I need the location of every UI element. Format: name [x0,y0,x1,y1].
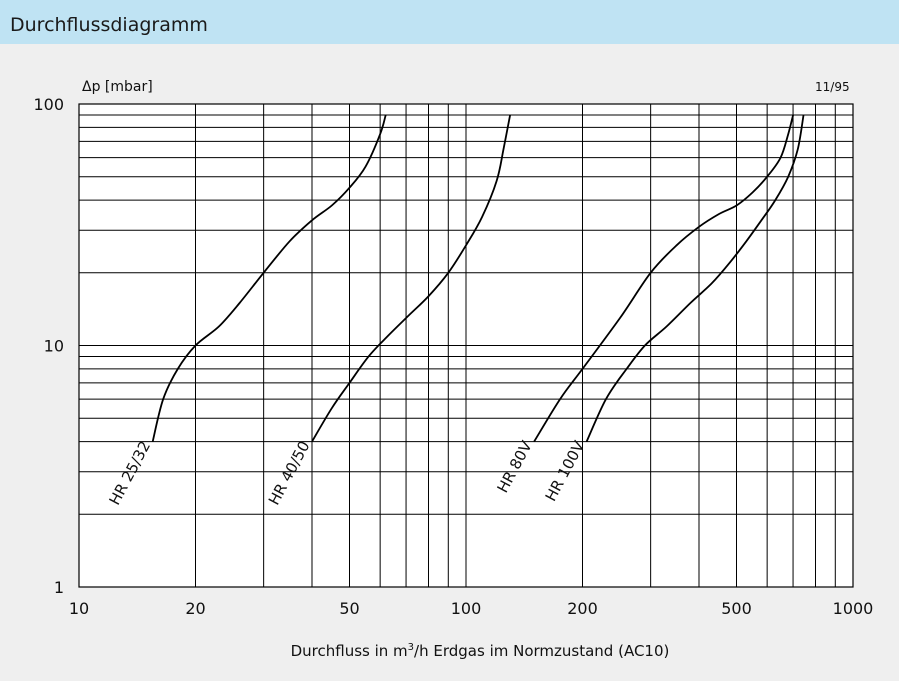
chart-axes: 10 20 50 100 200 500 1000 1 10 100 [33,95,873,618]
y-axis-label: Δp [mbar] [82,79,153,95]
x-tick-label: 1000 [833,599,874,618]
x-tick-label: 500 [721,599,752,618]
chart-header: Durchflussdiagramm [0,0,899,44]
x-tick-label: 10 [69,599,89,618]
chart-labels: Δp [mbar] 11/95 Durchfluss in m3/h Erdga… [82,79,850,660]
y-tick-label: 1 [54,578,64,597]
y-tick-label: 100 [33,95,64,114]
chart-title: Durchflussdiagramm [10,14,208,36]
x-tick-label: 50 [339,599,359,618]
y-tick-label: 10 [44,337,64,356]
series-line [585,114,805,442]
series-line [151,114,387,442]
version-label: 11/95 [815,80,850,94]
series-line [311,114,511,443]
x-axis-label: Durchfluss in m3/h Erdgas im Normzustand… [291,642,670,660]
plot-frame [78,103,854,588]
x-tick-label: 200 [567,599,598,618]
series-line [533,114,794,443]
x-tick-label: 100 [451,599,482,618]
chart-grid [79,104,853,587]
x-tick-label: 20 [185,599,205,618]
